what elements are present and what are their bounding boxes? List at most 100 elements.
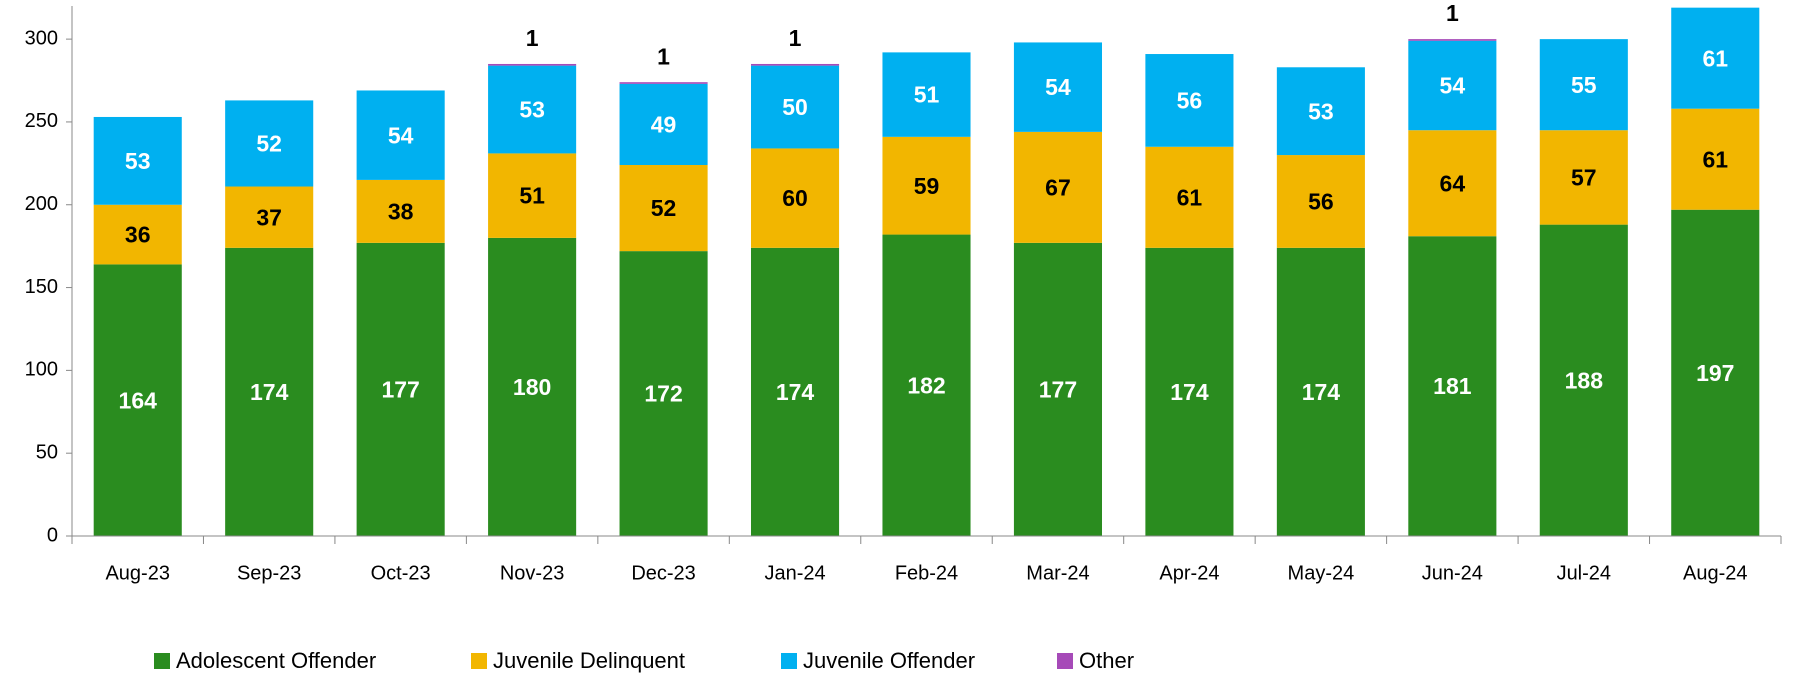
data-label: 36 — [125, 222, 151, 248]
legend-swatch — [1057, 653, 1073, 669]
data-label: 180 — [513, 374, 551, 400]
data-label: 174 — [1170, 379, 1209, 405]
data-label: 52 — [651, 195, 677, 221]
data-label: 61 — [1702, 45, 1728, 71]
legend-label: Juvenile Delinquent — [493, 648, 685, 673]
bar-segment — [619, 82, 708, 84]
data-label: 56 — [1177, 87, 1203, 113]
legend-label: Juvenile Offender — [803, 648, 975, 673]
bar-segment — [488, 237, 577, 536]
bar-segment — [356, 90, 445, 180]
data-label: 57 — [1571, 165, 1597, 191]
data-label: 197 — [1696, 360, 1734, 386]
data-label: 52 — [256, 131, 282, 157]
data-label: 67 — [1045, 174, 1071, 200]
x-tick-label: May-24 — [1288, 562, 1355, 584]
data-label: 174 — [250, 379, 289, 405]
data-label: 182 — [907, 372, 945, 398]
bar-segment — [1671, 108, 1760, 210]
y-tick-label: 300 — [25, 27, 58, 49]
y-tick-label: 50 — [36, 441, 58, 463]
bar-segment — [356, 179, 445, 243]
data-label: 174 — [776, 379, 815, 405]
y-tick-label: 100 — [25, 359, 58, 381]
x-tick-label: Jul-24 — [1557, 562, 1611, 584]
data-label: 61 — [1702, 146, 1728, 172]
data-label: 53 — [1308, 98, 1334, 124]
bar-segment — [619, 251, 708, 536]
bar-segment — [488, 65, 577, 154]
legend-swatch — [154, 653, 170, 669]
bar-segment — [882, 52, 971, 137]
bar-segment — [225, 100, 314, 187]
data-label: 49 — [651, 112, 677, 138]
legend-label: Adolescent Offender — [176, 648, 376, 673]
data-label: 1 — [789, 25, 802, 51]
y-tick-label: 150 — [25, 276, 58, 298]
bar-segment — [93, 204, 182, 265]
data-label: 56 — [1308, 189, 1334, 215]
data-label: 37 — [256, 204, 282, 230]
data-label: 1 — [657, 43, 670, 69]
bar-segment — [619, 83, 708, 165]
x-tick-label: Dec-23 — [631, 562, 695, 584]
data-label: 172 — [644, 381, 682, 407]
data-label: 51 — [914, 82, 940, 108]
bar-segment — [225, 186, 314, 248]
x-tick-label: Jun-24 — [1422, 562, 1483, 584]
data-label: 51 — [519, 183, 545, 209]
x-tick-label: Jan-24 — [764, 562, 825, 584]
data-label: 59 — [914, 173, 940, 199]
bar-segment — [356, 242, 445, 536]
data-label: 50 — [782, 94, 808, 120]
bar-segment — [1408, 39, 1497, 41]
bar-segment — [1145, 247, 1234, 536]
data-label: 53 — [519, 97, 545, 123]
data-label: 64 — [1440, 170, 1466, 196]
y-tick-label: 200 — [25, 193, 58, 215]
data-label: 1 — [526, 25, 539, 51]
data-label: 54 — [1045, 74, 1071, 100]
x-tick-label: Feb-24 — [895, 562, 958, 584]
x-tick-label: Apr-24 — [1159, 562, 1219, 584]
bar-segment — [1013, 131, 1103, 243]
y-tick-label: 0 — [47, 524, 58, 546]
bar-segment — [1539, 130, 1628, 225]
bar-segment — [1276, 67, 1365, 156]
x-tick-label: Nov-23 — [500, 562, 564, 584]
data-label: 177 — [381, 377, 419, 403]
bar-segment — [1276, 247, 1365, 536]
bar-segment — [488, 153, 577, 238]
bar-segment — [1671, 7, 1760, 109]
data-label: 177 — [1039, 377, 1077, 403]
data-label: 1 — [1446, 0, 1459, 26]
data-label: 54 — [388, 122, 414, 148]
bar-segment — [1013, 242, 1103, 536]
bar-segment — [1276, 155, 1365, 248]
bar-segment — [93, 264, 182, 536]
legend-label: Other — [1079, 648, 1134, 673]
bar-segment — [93, 116, 182, 205]
bar-segment — [1408, 130, 1497, 237]
bar-segment — [1408, 236, 1497, 536]
legend-swatch — [471, 653, 487, 669]
bar-segment — [1013, 42, 1103, 132]
y-tick-label: 250 — [25, 110, 58, 132]
data-label: 53 — [125, 148, 151, 174]
data-label: 174 — [1302, 379, 1341, 405]
data-label: 61 — [1177, 184, 1203, 210]
bar-segment — [882, 136, 971, 235]
bar-segment — [882, 234, 971, 536]
bar-segment — [750, 65, 840, 149]
bar-segment — [750, 63, 840, 66]
bar-segment — [1539, 39, 1628, 131]
bar-segment — [225, 247, 314, 536]
data-label: 188 — [1565, 367, 1604, 393]
data-label: 55 — [1571, 72, 1597, 98]
data-label: 38 — [388, 198, 414, 224]
bar-segment — [1145, 54, 1234, 147]
x-tick-label: Aug-24 — [1683, 562, 1748, 584]
bar-segment — [1408, 40, 1497, 131]
x-tick-label: Mar-24 — [1026, 562, 1089, 584]
